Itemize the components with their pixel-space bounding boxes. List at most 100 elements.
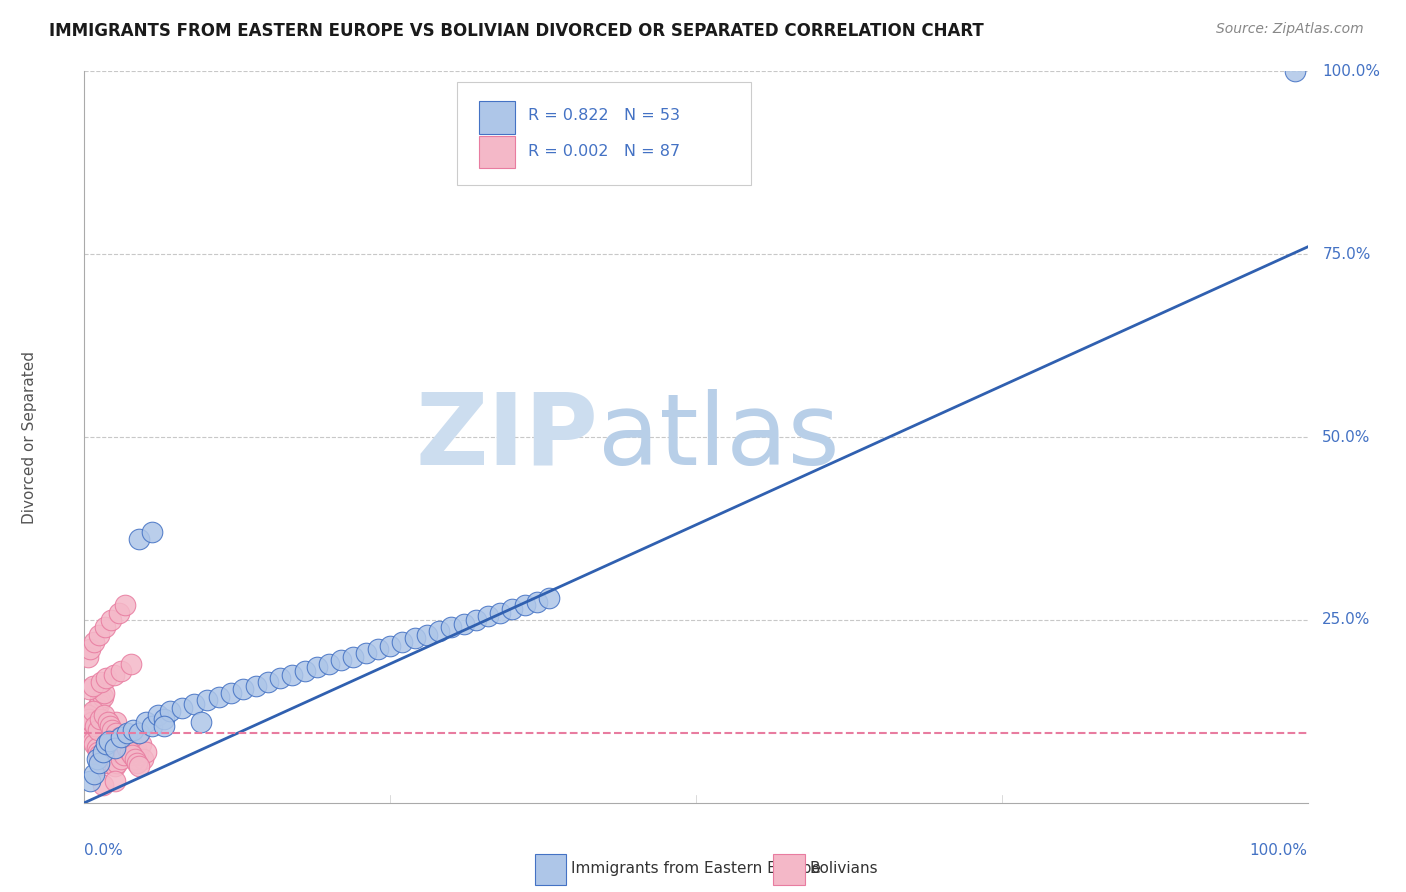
Point	[91, 690, 114, 704]
Point	[146, 708, 169, 723]
FancyBboxPatch shape	[457, 82, 751, 185]
Point	[77, 649, 100, 664]
Point	[115, 740, 138, 755]
Point	[354, 646, 377, 660]
Point	[97, 730, 120, 744]
Point	[305, 660, 328, 674]
Text: ZIP: ZIP	[415, 389, 598, 485]
Point	[367, 642, 389, 657]
Point	[86, 740, 108, 755]
Point	[257, 675, 280, 690]
FancyBboxPatch shape	[773, 854, 804, 885]
Point	[117, 740, 139, 755]
Point	[83, 766, 105, 780]
Point	[77, 682, 100, 697]
Point	[96, 723, 118, 737]
Point	[82, 733, 104, 747]
Point	[330, 653, 353, 667]
Point	[100, 737, 122, 751]
Point	[118, 745, 141, 759]
Text: Immigrants from Eastern Europe: Immigrants from Eastern Europe	[571, 861, 821, 876]
Point	[104, 759, 127, 773]
Point	[111, 733, 134, 747]
Point	[294, 664, 316, 678]
Point	[86, 700, 108, 714]
Point	[87, 627, 110, 641]
Point	[79, 730, 101, 744]
Point	[1284, 64, 1306, 78]
Text: R = 0.002   N = 87: R = 0.002 N = 87	[529, 145, 681, 160]
Point	[110, 664, 132, 678]
Point	[115, 726, 138, 740]
Point	[427, 624, 450, 638]
Text: 75.0%: 75.0%	[1322, 247, 1371, 261]
Point	[122, 723, 145, 737]
Point	[141, 525, 163, 540]
Point	[501, 602, 523, 616]
Point	[82, 679, 104, 693]
Point	[93, 686, 115, 700]
Point	[79, 773, 101, 788]
Point	[110, 730, 132, 744]
Point	[86, 752, 108, 766]
Point	[122, 745, 145, 759]
Point	[281, 667, 304, 681]
Point	[87, 745, 110, 759]
Point	[80, 715, 103, 730]
Text: 100.0%: 100.0%	[1250, 843, 1308, 858]
Point	[89, 712, 111, 726]
Point	[453, 616, 475, 631]
Point	[195, 693, 218, 707]
Text: Source: ZipAtlas.com: Source: ZipAtlas.com	[1216, 22, 1364, 37]
FancyBboxPatch shape	[534, 854, 567, 885]
Point	[103, 667, 125, 681]
Point	[87, 723, 110, 737]
Point	[128, 759, 150, 773]
Point	[125, 756, 148, 770]
Text: atlas: atlas	[598, 389, 839, 485]
Point	[97, 715, 120, 730]
Text: Divorced or Separated: Divorced or Separated	[22, 351, 37, 524]
FancyBboxPatch shape	[479, 136, 515, 168]
Point	[440, 620, 463, 634]
Point	[104, 726, 127, 740]
Point	[125, 740, 148, 755]
Point	[83, 708, 105, 723]
Point	[159, 705, 181, 719]
Point	[103, 733, 125, 747]
Point	[77, 719, 100, 733]
Point	[120, 657, 142, 671]
Point	[97, 733, 120, 747]
Point	[538, 591, 561, 605]
Point	[190, 715, 212, 730]
Point	[115, 737, 138, 751]
Point	[89, 693, 111, 707]
Point	[127, 748, 149, 763]
Point	[94, 756, 117, 770]
Point	[90, 675, 112, 690]
Point	[91, 777, 114, 792]
Point	[132, 752, 155, 766]
Point	[114, 599, 136, 613]
Point	[342, 649, 364, 664]
Text: IMMIGRANTS FROM EASTERN EUROPE VS BOLIVIAN DIVORCED OR SEPARATED CORRELATION CHA: IMMIGRANTS FROM EASTERN EUROPE VS BOLIVI…	[49, 22, 984, 40]
Point	[128, 533, 150, 547]
Point	[121, 748, 143, 763]
Point	[183, 697, 205, 711]
Point	[135, 745, 157, 759]
Point	[208, 690, 231, 704]
Point	[105, 715, 128, 730]
Text: 100.0%: 100.0%	[1322, 64, 1381, 78]
Text: 25.0%: 25.0%	[1322, 613, 1371, 627]
Point	[98, 745, 121, 759]
Point	[101, 740, 124, 755]
Point	[477, 609, 499, 624]
Point	[105, 756, 128, 770]
Point	[98, 719, 121, 733]
Point	[232, 682, 254, 697]
Point	[91, 756, 114, 770]
Point	[380, 639, 402, 653]
Point	[153, 712, 176, 726]
Point	[91, 745, 114, 759]
Point	[96, 737, 118, 751]
